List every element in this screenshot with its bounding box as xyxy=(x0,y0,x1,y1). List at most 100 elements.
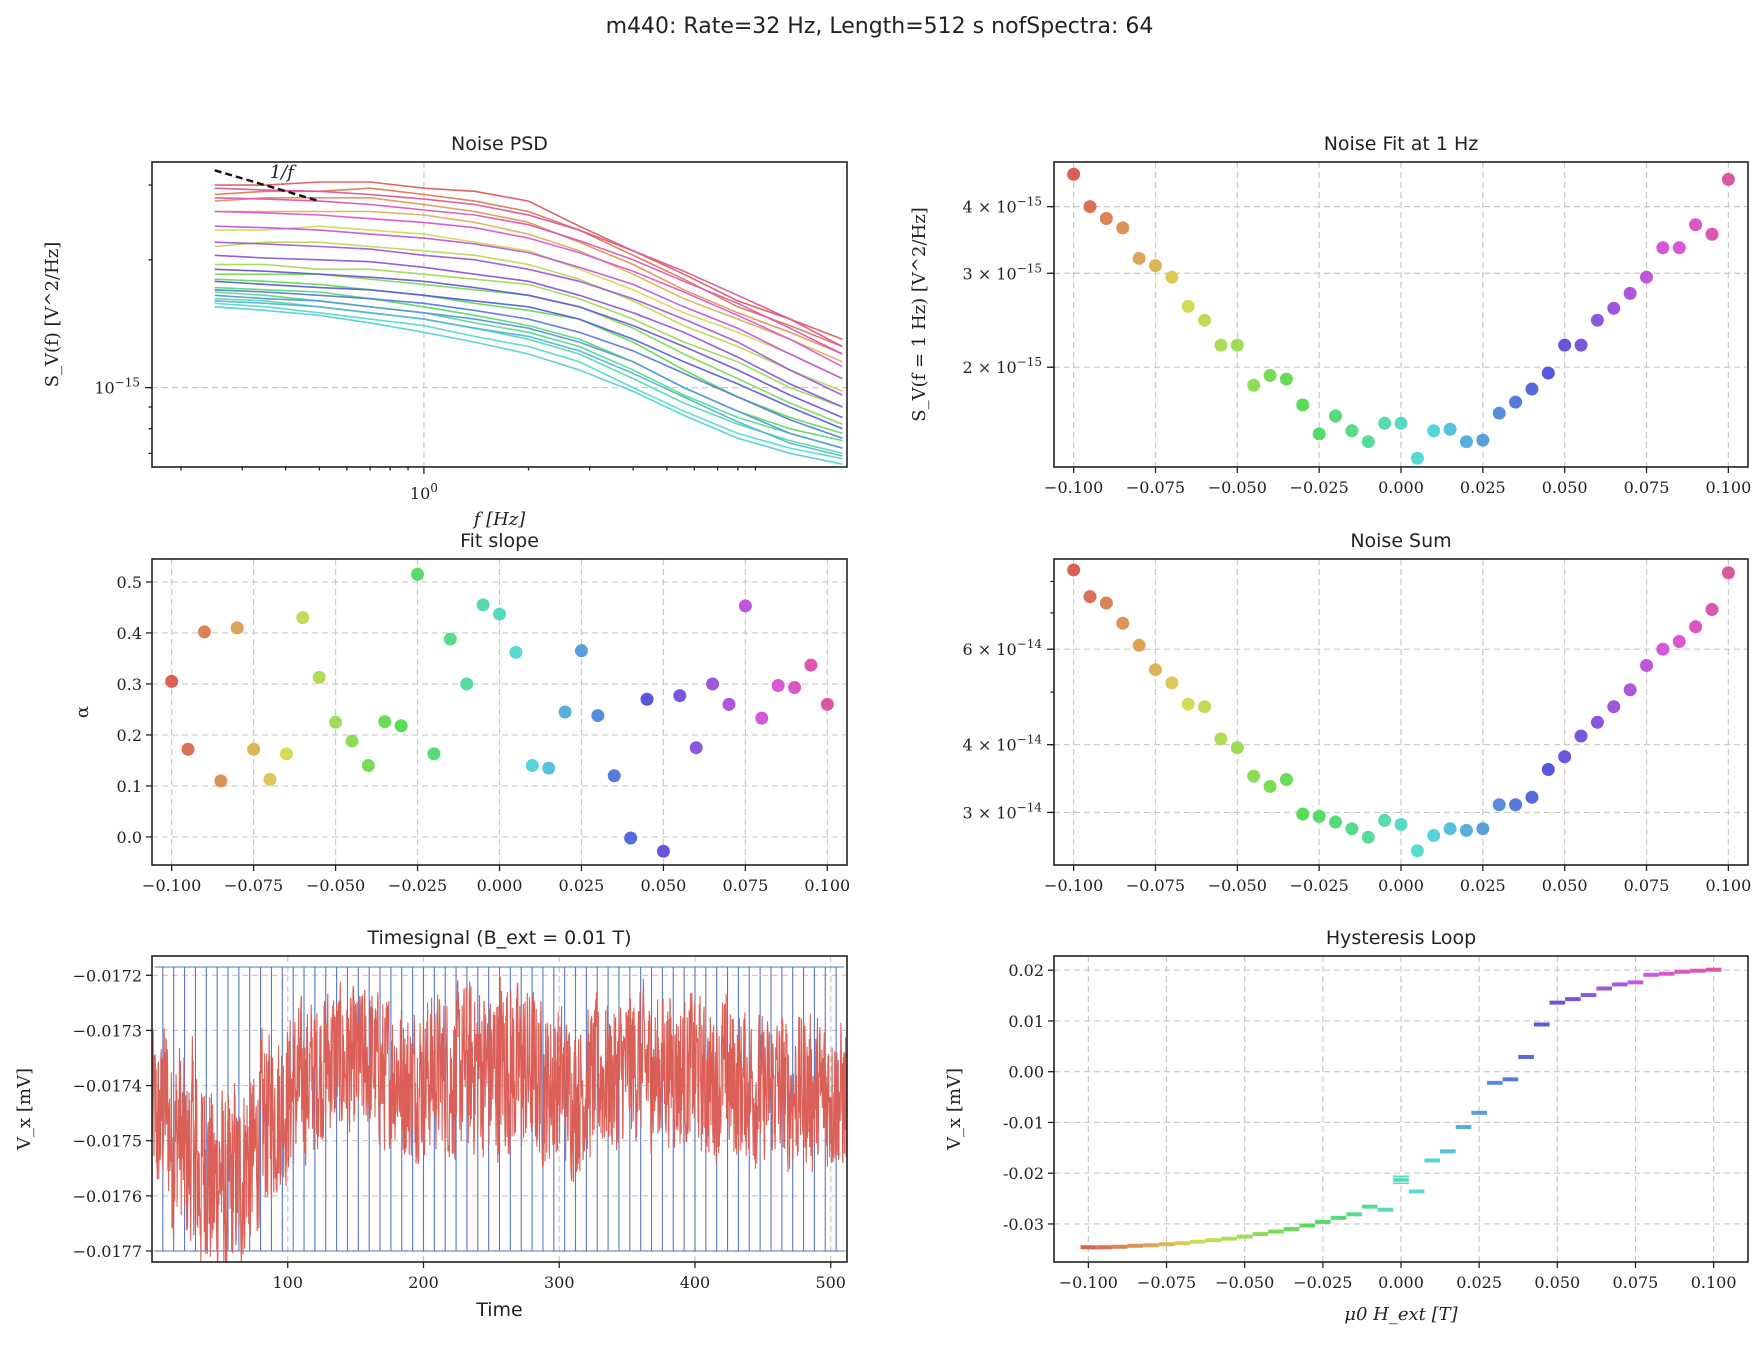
noisesum-xtick-label: −0.100 xyxy=(1044,876,1103,895)
slope-frame xyxy=(151,558,848,866)
fit1hz-point xyxy=(1083,200,1097,214)
psd-series-line xyxy=(214,291,843,449)
fit1hz-point xyxy=(1378,416,1392,430)
hysteresis-xtick-label: 0.025 xyxy=(1456,1273,1502,1292)
psd-series-line xyxy=(214,210,843,363)
slope-xtick-label: −0.075 xyxy=(224,876,283,895)
psd-ytick-label: 10−15 xyxy=(94,376,140,398)
fit1hz-point xyxy=(1198,313,1212,327)
noisesum-point xyxy=(1099,596,1113,610)
timesignal-ytick-label: −0.0173 xyxy=(73,1021,142,1040)
hysteresis-xtick-label: −0.100 xyxy=(1059,1273,1118,1292)
noisesum-point xyxy=(1509,798,1523,812)
slope-point xyxy=(476,598,490,612)
fit1hz-point xyxy=(1590,313,1604,327)
hysteresis-xtick-label: 0.050 xyxy=(1534,1273,1580,1292)
noisesum-point xyxy=(1574,729,1588,743)
psd-series-line xyxy=(214,297,843,455)
psd-series-line xyxy=(214,300,843,457)
noisesum-point xyxy=(1492,798,1506,812)
psd-series-line xyxy=(214,254,843,408)
noisesum-frame xyxy=(1053,558,1749,866)
psd-series-line xyxy=(214,181,843,340)
timesignal-ytick-label: −0.0172 xyxy=(73,966,142,985)
noisesum-xtick-label: −0.050 xyxy=(1208,876,1267,895)
hysteresis-xtick-label: −0.050 xyxy=(1215,1273,1274,1292)
noisesum-title: Noise Sum xyxy=(1350,530,1451,552)
noisesum-point xyxy=(1459,823,1473,837)
noisesum-point xyxy=(1165,676,1179,690)
slope-point xyxy=(394,719,408,733)
slope-point xyxy=(640,692,654,706)
psd-series-line xyxy=(214,302,843,460)
psd-series-line xyxy=(214,210,843,368)
slope-point xyxy=(361,759,375,773)
slope-point xyxy=(558,705,572,719)
noisesum-point xyxy=(1443,822,1457,836)
slope-ytick-label: 0.5 xyxy=(117,573,142,592)
noisesum-point xyxy=(1247,769,1261,783)
fit1hz-point xyxy=(1541,366,1555,380)
fit1hz-point xyxy=(1116,221,1130,235)
noisesum-point xyxy=(1672,634,1686,648)
slope-point xyxy=(460,677,474,691)
slope-point xyxy=(214,774,228,788)
timesignal-xtick-label: 400 xyxy=(680,1273,711,1292)
slope-point xyxy=(509,645,523,659)
hysteresis-xtick-label: 0.000 xyxy=(1378,1273,1424,1292)
noisesum-xtick-label: 0.000 xyxy=(1378,876,1424,895)
noisesum-point xyxy=(1558,750,1572,764)
slope-point xyxy=(706,677,720,691)
fit1hz-point xyxy=(1230,338,1244,352)
slope-point xyxy=(263,772,277,786)
noisesum-point xyxy=(1230,741,1244,755)
fit1hz-point xyxy=(1705,227,1719,241)
hysteresis-ytick-label: -0.02 xyxy=(1003,1164,1044,1183)
fit1hz-point xyxy=(1410,451,1424,465)
noisesum-point xyxy=(1214,732,1228,746)
psd-ylabel: S_V(f) [V^2/Hz] xyxy=(42,242,63,388)
slope-ytick-label: 0.4 xyxy=(117,624,142,643)
timesignal-xtick-label: 500 xyxy=(815,1273,846,1292)
psd-panel: Noise PSD 100 10−15 1/f f [Hz] S_V(f) [V^2/Hz… xyxy=(42,133,848,530)
noisesum-point xyxy=(1656,642,1670,656)
fit1hz-point xyxy=(1394,416,1408,430)
slope-point xyxy=(329,715,343,729)
noisesum-point xyxy=(1394,818,1408,832)
slope-xtick-label: −0.025 xyxy=(388,876,447,895)
timesignal-title: Timesignal (B_ext = 0.01 T) xyxy=(366,927,631,949)
fit1hz-xtick-label: 0.000 xyxy=(1378,478,1424,497)
fit1hz-point xyxy=(1067,167,1081,181)
noisesum-point xyxy=(1067,563,1081,577)
noisesum-point xyxy=(1181,697,1195,711)
psd-series-line xyxy=(214,280,843,430)
fit1hz-point xyxy=(1721,172,1735,186)
noisesum-point xyxy=(1345,822,1359,836)
fit1hz-panel: Noise Fit at 1 Hz −0.100 −0.075 −0.050 −0.02… xyxy=(909,133,1751,497)
slope-ylabel: α xyxy=(72,706,93,718)
psd-annotation: 1/f xyxy=(270,162,298,183)
noisesum-point xyxy=(1590,715,1604,729)
timesignal-xtick-label: 300 xyxy=(544,1273,575,1292)
timesignal-frame xyxy=(151,955,848,1263)
fit1hz-point xyxy=(1623,286,1637,300)
hysteresis-xtick-label: 0.100 xyxy=(1691,1273,1737,1292)
noisesum-panel: Noise Sum −0.100 −0.075 −0.050 −0.025 0.000 0.… xyxy=(963,530,1752,895)
fit1hz-xtick-label: 0.100 xyxy=(1705,478,1751,497)
slope-xtick-label: −0.100 xyxy=(142,876,201,895)
fit1hz-point xyxy=(1607,301,1621,315)
slope-point xyxy=(345,734,359,748)
noisesum-point xyxy=(1476,822,1490,836)
slope-point xyxy=(296,611,310,625)
fit1hz-point xyxy=(1459,435,1473,449)
timesignal-panel: Timesignal (B_ext = 0.01 T) 100 200 300 400 5… xyxy=(14,927,848,1321)
hysteresis-xtick-label: 0.075 xyxy=(1613,1273,1659,1292)
noisesum-ytick-label: 3 × 10−14 xyxy=(963,800,1043,822)
slope-point xyxy=(574,644,588,658)
psd-series-line xyxy=(214,225,843,380)
slope-point xyxy=(673,689,687,703)
hysteresis-xtick-label: −0.025 xyxy=(1293,1273,1352,1292)
fit1hz-point xyxy=(1247,378,1261,392)
fit1hz-point xyxy=(1165,270,1179,284)
fit1hz-point xyxy=(1427,424,1441,438)
